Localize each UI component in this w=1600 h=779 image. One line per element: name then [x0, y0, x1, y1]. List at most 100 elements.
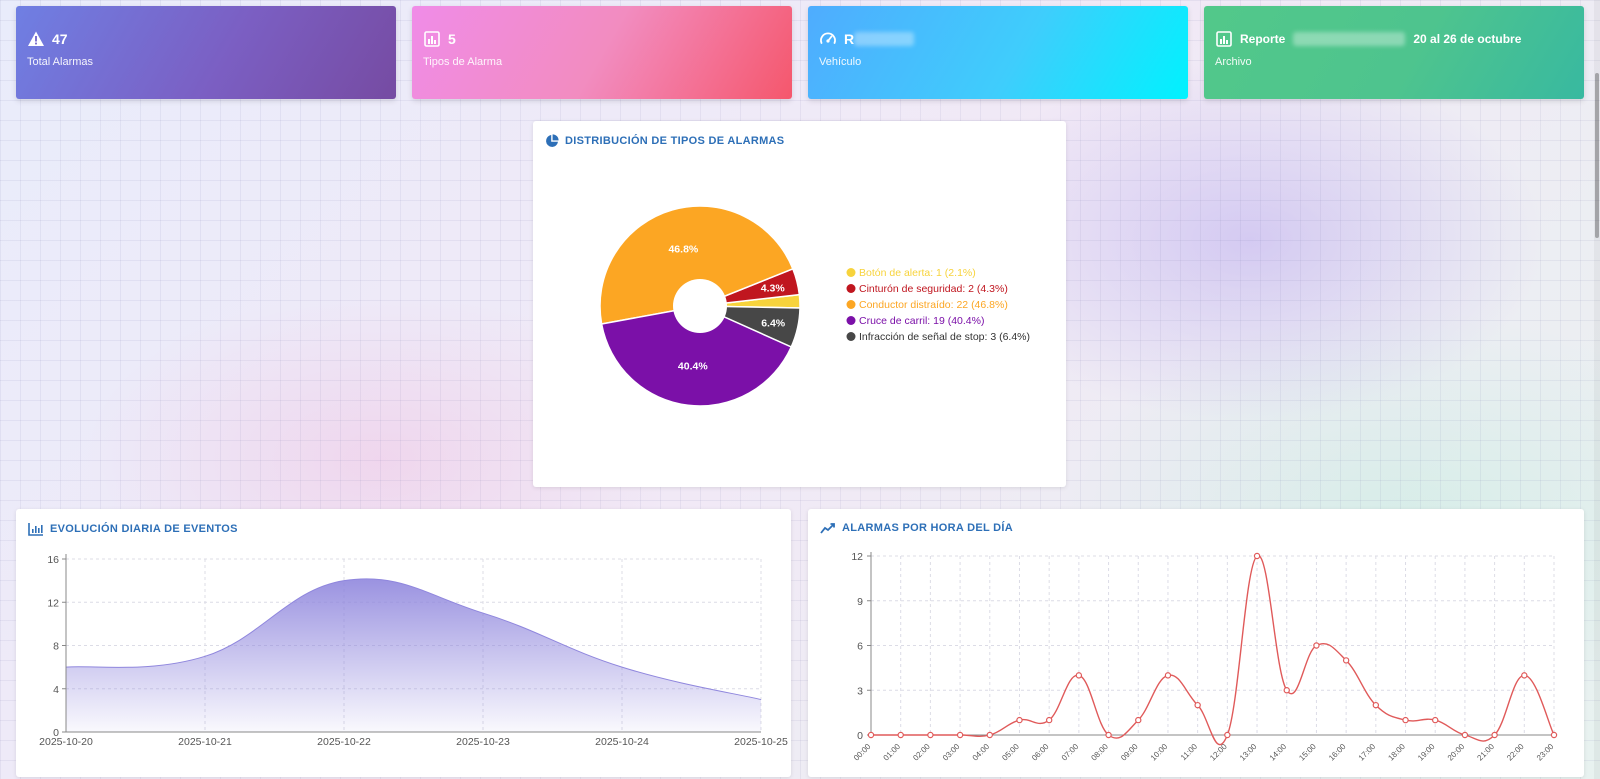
data-point — [1016, 716, 1023, 724]
x-tick-label: 11:00 — [1179, 742, 1199, 762]
data-point — [1491, 731, 1498, 739]
report-label: Archivo — [1215, 56, 1252, 68]
x-tick-label: 23:00 — [1535, 742, 1556, 763]
pie-data-label: 6.4% — [761, 317, 786, 329]
pie-data-label: 46.8% — [668, 243, 698, 255]
total-alarms-value: 47 — [52, 31, 68, 47]
report-date-range: 20 al 26 de octubre — [1413, 32, 1522, 46]
alarm-types-label: Tipos de Alarma — [423, 56, 503, 68]
data-point — [897, 731, 904, 739]
data-point — [1045, 716, 1053, 724]
line-chart-title-text: ALARMAS POR HORA DEL DÍA — [842, 522, 1013, 534]
redacted-vehicle-id — [854, 32, 915, 46]
data-point — [1135, 716, 1142, 724]
y-tick-label: 4 — [53, 684, 59, 696]
total-alarms-card: 47 Total Alarmas — [16, 6, 396, 99]
vehicle-card: R Vehículo — [808, 6, 1188, 99]
data-point — [927, 731, 934, 739]
x-tick-label: 03:00 — [941, 742, 962, 763]
pie-data-label: 40.4% — [678, 361, 708, 373]
data-point — [1432, 716, 1439, 724]
x-tick-label: 18:00 — [1386, 742, 1407, 763]
x-tick-label: 2025-10-24 — [595, 736, 649, 748]
data-point — [1164, 672, 1172, 679]
pie-slice — [699, 305, 801, 348]
scrollbar-thumb[interactable] — [1595, 73, 1599, 238]
pie-chart-title-text: DISTRIBUCIÓN DE TIPOS DE ALARMAS — [565, 135, 785, 147]
legend-marker — [846, 284, 856, 293]
x-tick-label: 08:00 — [1089, 742, 1110, 763]
vehicle-value: R — [844, 31, 855, 47]
x-tick-label: 00:00 — [852, 742, 873, 763]
x-tick-label: 19:00 — [1416, 742, 1437, 763]
x-tick-label: 05:00 — [1000, 742, 1021, 763]
x-tick-label: 09:00 — [1119, 742, 1140, 763]
alarm-types-value: 5 — [448, 31, 456, 47]
legend-entry: Cruce de carril: 19 (40.4%) — [859, 315, 984, 327]
legend-marker — [846, 268, 856, 277]
bar-chart-icon — [424, 31, 440, 47]
pie-chart-title: DISTRIBUCIÓN DE TIPOS DE ALARMAS — [545, 134, 784, 148]
data-point — [1313, 642, 1320, 649]
y-tick-label: 9 — [857, 596, 863, 608]
report-prefix: Reporte — [1240, 32, 1286, 46]
data-point — [1402, 716, 1409, 724]
x-tick-label: 2025-10-20 — [39, 736, 93, 748]
x-tick-label: 07:00 — [1060, 742, 1081, 763]
data-point — [1253, 552, 1261, 560]
data-point — [1521, 672, 1528, 679]
x-tick-label: 2025-10-23 — [456, 736, 510, 748]
data-point — [1342, 657, 1350, 664]
y-tick-label: 8 — [53, 641, 59, 653]
data-point — [1194, 701, 1201, 709]
y-tick-label: 16 — [47, 554, 59, 566]
x-tick-label: 02:00 — [911, 742, 932, 763]
pie-slice — [599, 205, 794, 325]
warning-triangle-icon — [28, 31, 44, 46]
daily-events-panel: EVOLUCIÓN DIARIA DE EVENTOS 0 4 8 12 16 2025-… — [16, 509, 791, 777]
scrollbar[interactable] — [1594, 0, 1600, 779]
bar-chart-icon — [1216, 31, 1232, 47]
x-tick-label: 16:00 — [1327, 742, 1348, 763]
x-tick-label: 01:00 — [882, 742, 903, 763]
legend-marker — [846, 316, 856, 325]
legend-entry: Conductor distraído: 22 (46.8%) — [859, 299, 1008, 311]
data-point — [867, 731, 875, 739]
x-tick-label: 21:00 — [1475, 742, 1496, 763]
x-tick-label: 15:00 — [1297, 742, 1318, 763]
trend-line-icon — [820, 523, 835, 534]
area-fill — [66, 578, 761, 732]
x-tick-label: 10:00 — [1149, 742, 1170, 763]
x-tick-label: 17:00 — [1357, 742, 1378, 763]
pie-chart-icon — [546, 134, 559, 147]
data-point — [986, 731, 993, 739]
x-tick-label: 13:00 — [1238, 742, 1259, 763]
area-chart-title: EVOLUCIÓN DIARIA DE EVENTOS — [28, 522, 238, 536]
data-point — [1105, 731, 1112, 739]
data-point — [1224, 731, 1231, 739]
data-point — [1372, 701, 1380, 709]
daily-area-chart: 0 4 8 12 16 2025-10-20 2025-10-21 2025-10-22 202… — [39, 554, 788, 748]
gauge-icon — [820, 32, 836, 44]
area-chart-icon — [28, 523, 43, 536]
data-point — [956, 731, 964, 739]
legend-marker — [846, 332, 856, 341]
area-line — [65, 578, 762, 701]
hourly-line-chart: 0 3 6 9 12 00:00 01:00 02:00 03:00 04:00 05:00 06:0… — [851, 551, 1558, 763]
x-tick-label: 06:00 — [1030, 742, 1051, 763]
redacted-report-name — [1293, 32, 1406, 46]
total-alarms-label: Total Alarmas — [27, 56, 94, 68]
line-chart-title: ALARMAS POR HORA DEL DÍA — [820, 522, 1013, 534]
pie-data-label: 4.3% — [761, 283, 786, 295]
data-point — [1283, 687, 1290, 694]
x-tick-label: 2025-10-22 — [317, 736, 371, 748]
alarm-type-distribution-panel: DISTRIBUCIÓN DE TIPOS DE ALARMAS 4.3% 46.… — [533, 121, 1066, 487]
hourly-alarms-panel: ALARMAS POR HORA DEL DÍA 0 3 6 9 12 00:00 01:0… — [808, 509, 1584, 777]
vehicle-label: Vehículo — [819, 56, 862, 68]
data-point — [1075, 672, 1083, 679]
x-tick-label: 2025-10-25 — [734, 736, 788, 748]
legend-entry: Cinturón de seguridad: 2 (4.3%) — [859, 283, 1008, 295]
x-tick-label: 14:00 — [1268, 742, 1289, 763]
pie-chart: 4.3% 46.8% 40.4% 6.4% Botón de alerta: 1 (2.… — [599, 205, 1030, 407]
data-point — [1550, 731, 1558, 739]
